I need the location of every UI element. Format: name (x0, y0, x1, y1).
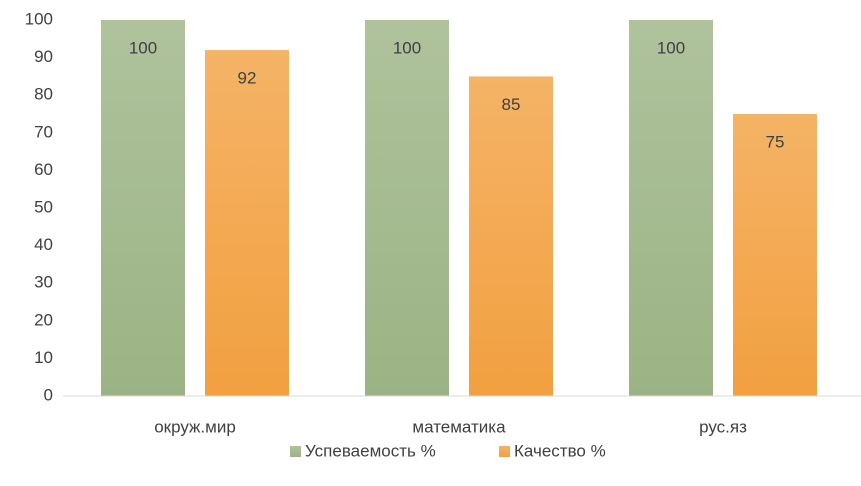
y-tick-label: 20 (34, 310, 53, 329)
y-tick-label: 70 (34, 122, 53, 141)
y-tick-label: 100 (25, 9, 53, 28)
data-label: 100 (393, 38, 421, 57)
x-tick-label: рус.яз (699, 417, 747, 436)
x-tick-label: окруж.мир (154, 417, 236, 436)
data-label: 85 (502, 95, 521, 114)
data-label: 100 (657, 38, 685, 57)
bar (629, 20, 713, 396)
y-tick-label: 40 (34, 235, 53, 254)
bar (205, 50, 289, 397)
bar (733, 114, 817, 396)
bar (469, 76, 553, 397)
y-tick-label: 60 (34, 160, 53, 179)
x-tick-label: математика (412, 417, 506, 436)
legend-swatch (290, 446, 301, 457)
y-tick-label: 90 (34, 47, 53, 66)
y-tick-label: 80 (34, 85, 53, 104)
bar (365, 20, 449, 396)
y-tick-label: 50 (34, 197, 53, 216)
legend-label: Успеваемость % (305, 441, 436, 460)
legend-label: Качество % (514, 441, 606, 460)
y-tick-label: 30 (34, 273, 53, 292)
data-label: 75 (766, 132, 785, 151)
bar (101, 20, 185, 396)
legend-swatch (499, 446, 510, 457)
data-label: 92 (238, 69, 257, 88)
data-label: 100 (129, 38, 157, 57)
y-tick-label: 0 (44, 385, 53, 404)
y-tick-label: 10 (34, 348, 53, 367)
